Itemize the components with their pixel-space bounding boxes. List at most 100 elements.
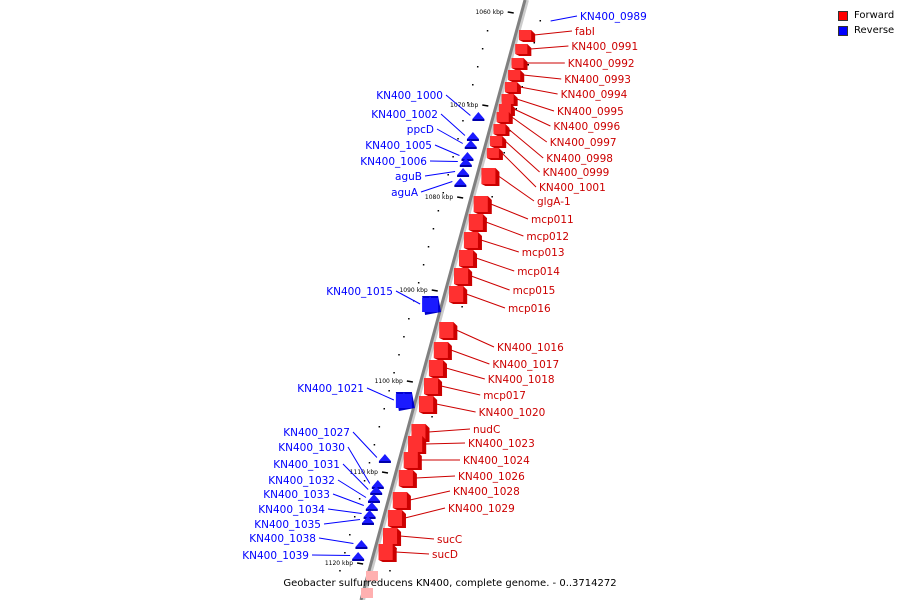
minor-tick xyxy=(389,570,391,572)
forward-gene-leader xyxy=(466,293,506,309)
forward-gene-box xyxy=(501,94,514,104)
minor-tick xyxy=(472,84,474,86)
reverse-gene-arrow xyxy=(466,132,479,139)
forward-gene-box xyxy=(486,148,499,158)
minor-tick xyxy=(452,156,454,158)
forward-gene-box xyxy=(493,124,506,134)
scale-label: 1080 kbp xyxy=(425,194,453,201)
minor-tick xyxy=(432,228,435,230)
minor-tick xyxy=(462,120,464,122)
minor-tick xyxy=(431,416,433,418)
reverse-gene-base xyxy=(378,461,391,463)
reverse-gene-arrow xyxy=(363,510,376,517)
minor-tick xyxy=(393,372,395,374)
minor-tick xyxy=(353,516,356,518)
minor-tick xyxy=(398,354,400,356)
reverse-gene-base xyxy=(352,559,365,561)
minor-tick xyxy=(461,306,463,308)
reverse-gene-leader xyxy=(352,431,378,458)
reverse-gene-label: KN400_1000 xyxy=(376,90,443,102)
minor-tick xyxy=(481,48,484,50)
reverse-gene-arrow xyxy=(378,454,391,461)
forward-swatch xyxy=(838,10,848,21)
reverse-gene-box xyxy=(422,298,439,312)
reverse-gene-box xyxy=(395,394,412,408)
reverse-swatch xyxy=(838,25,848,36)
reverse-gene-leader xyxy=(445,94,471,116)
reverse-gene-label: KN400_1002 xyxy=(371,109,438,121)
reverse-gene-base xyxy=(370,493,383,495)
forward-gene-leader xyxy=(475,257,515,272)
forward-gene-leader xyxy=(436,403,476,413)
minor-tick xyxy=(527,64,530,66)
forward-gene-box xyxy=(403,452,418,468)
reverse-gene-base xyxy=(464,147,477,149)
forward-gene-leader xyxy=(485,221,524,237)
reverse-gene-leader xyxy=(311,554,351,556)
minor-tick xyxy=(457,138,459,140)
reverse-gene-leader xyxy=(347,446,371,484)
reverse-gene-arrow xyxy=(367,494,380,501)
forward-gene-box xyxy=(498,104,511,114)
scale-tick xyxy=(381,471,389,474)
forward-gene-box xyxy=(419,396,434,412)
forward-gene-label: KN400_0993 xyxy=(564,74,631,86)
minor-tick xyxy=(403,336,405,338)
reverse-gene-arrow xyxy=(355,540,368,547)
reverse-gene-label: ppcD xyxy=(407,124,434,136)
forward-gene-leader xyxy=(456,329,495,348)
reverse-gene-leader xyxy=(440,113,466,136)
forward-gene-box xyxy=(481,168,496,184)
legend: Forward Reverse xyxy=(838,8,894,38)
forward-gene-leader xyxy=(445,367,485,380)
reverse-gene-leader xyxy=(366,387,395,401)
faded-gene-box xyxy=(361,588,373,598)
forward-gene-leader xyxy=(480,239,519,253)
legend-forward-label: Forward xyxy=(854,10,895,21)
reverse-gene-base xyxy=(466,139,479,141)
minor-tick xyxy=(442,192,445,194)
forward-gene-box xyxy=(468,214,483,230)
legend-forward: Forward xyxy=(838,8,894,23)
minor-tick xyxy=(427,246,430,248)
scale-label: 1100 kbp xyxy=(375,378,403,385)
minor-tick xyxy=(363,480,366,482)
reverse-gene-arrow xyxy=(459,158,472,165)
forward-gene-box xyxy=(463,232,478,248)
forward-gene-label: KN400_0991 xyxy=(571,41,638,53)
forward-gene-label: sucD xyxy=(432,549,458,561)
minor-tick xyxy=(339,570,341,572)
minor-tick xyxy=(373,444,376,446)
reverse-gene-label: KN400_1006 xyxy=(360,156,427,168)
forward-gene-leader xyxy=(501,152,537,188)
minor-tick xyxy=(388,390,390,392)
minor-tick xyxy=(521,86,523,88)
reverse-gene-base xyxy=(355,547,368,549)
reverse-gene-label: KN400_1035 xyxy=(254,519,321,531)
forward-gene-box xyxy=(519,30,532,40)
forward-gene-leader xyxy=(516,98,555,112)
reverse-gene-leader xyxy=(332,493,364,506)
scale-tick xyxy=(507,11,514,14)
forward-gene-box xyxy=(392,492,407,508)
backbone-line xyxy=(359,0,527,600)
minor-tick xyxy=(503,152,505,154)
scale-tick xyxy=(406,380,413,383)
reverse-gene-leader xyxy=(327,508,362,514)
reverse-gene-base xyxy=(459,165,472,167)
reverse-gene-leader xyxy=(342,463,369,490)
reverse-gene-label: KN400_1032 xyxy=(268,475,335,487)
minor-tick xyxy=(358,498,361,500)
reverse-gene-arrow xyxy=(457,168,470,175)
forward-gene-label: KN400_0989 xyxy=(580,11,647,23)
forward-gene-box xyxy=(496,112,509,122)
forward-gene-label: KN400_1024 xyxy=(463,455,530,467)
forward-gene-label: KN400_0995 xyxy=(557,106,624,118)
scale-tick xyxy=(357,562,364,565)
minor-tick xyxy=(447,174,449,176)
forward-gene-leader xyxy=(508,128,544,159)
forward-gene-label: mcp015 xyxy=(513,285,556,297)
forward-gene-label: mcp012 xyxy=(526,231,569,243)
forward-gene-box xyxy=(504,82,517,92)
